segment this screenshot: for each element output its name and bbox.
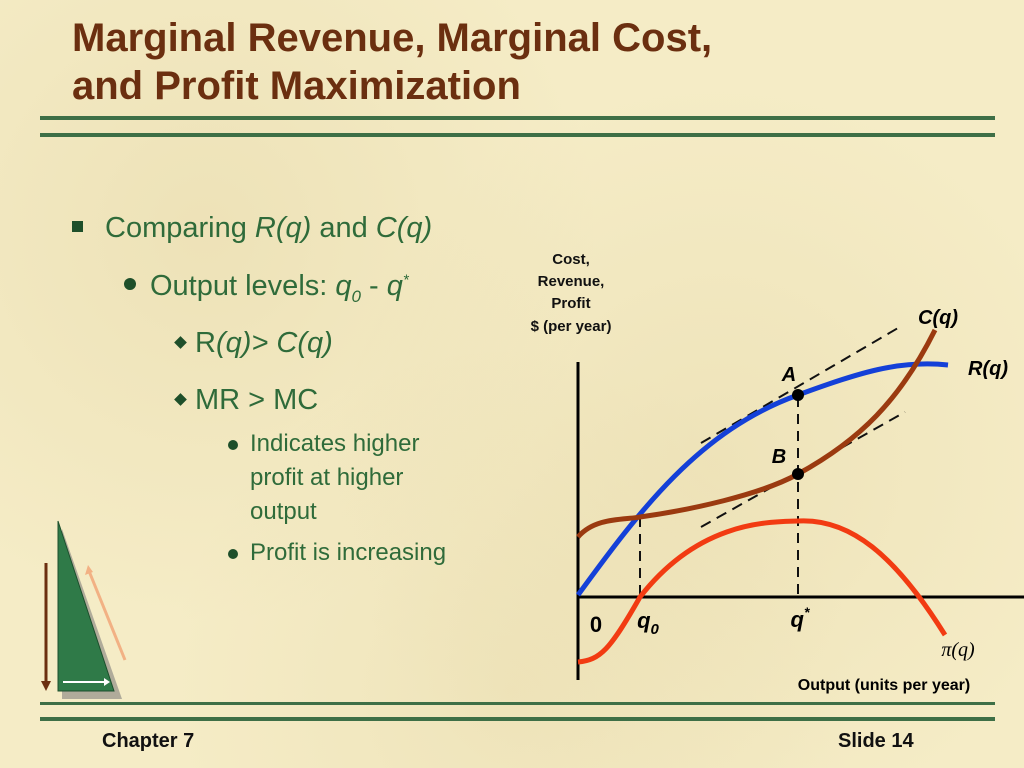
- bullet-output-levels: Output levels: q0 - q*: [124, 270, 409, 307]
- bullet-output-qstar-sup: *: [402, 271, 409, 289]
- bullet-output-q0-sub: 0: [351, 286, 361, 306]
- bullet-higher-profit-line-1: Indicates higher: [250, 430, 420, 457]
- bullet-output-prefix: Output levels:: [150, 270, 336, 302]
- bullet-comparing-cq: C(q): [375, 212, 433, 244]
- bullet-higher-profit-line-2: profit at higher: [250, 464, 404, 491]
- origin-label: 0: [590, 612, 602, 637]
- round-bullet-icon: [228, 440, 238, 450]
- footer-rule-lower: [40, 717, 995, 721]
- bullet-output-dash: -: [360, 270, 387, 302]
- q0-label: q0: [637, 608, 659, 638]
- footer-chapter: Chapter 7: [102, 730, 195, 752]
- bullet-list: Comparing R(q) and C(q) Output levels: q…: [0, 0, 520, 600]
- revenue-tangent-line: [700, 327, 899, 444]
- bullet-r-greater-c: R(q)> C(q): [174, 327, 333, 360]
- bullet-profit-increasing-text: Profit is increasing: [250, 539, 447, 566]
- bullet-mr-mc-text: MR > MC: [195, 384, 319, 416]
- slide-title: Marginal Revenue, Marginal Cost, and Pro…: [72, 14, 712, 110]
- profit-curve-label: π(q): [941, 639, 975, 661]
- y-axis-title-line-1: Cost,: [552, 251, 590, 268]
- x-axis-title: Output (units per year): [798, 677, 970, 694]
- point-a-label: A: [781, 364, 796, 386]
- round-bullet-icon: [228, 549, 238, 559]
- slide-title-line-2: and Profit Maximization: [72, 64, 521, 108]
- bullet-comparing-rq: R(q): [254, 212, 312, 244]
- bullet-profit-increasing: Profit is increasing: [228, 536, 446, 570]
- profit-curve: [577, 518, 948, 665]
- bullet-higher-profit-line-3: output: [250, 498, 317, 525]
- y-axis-title: Cost, Revenue, Profit $ (per year): [531, 251, 612, 335]
- y-axis-title-line-4: $ (per year): [531, 318, 612, 335]
- triangle-logo: [41, 520, 127, 699]
- triangle-shape: [57, 520, 115, 692]
- point-b: [792, 468, 804, 480]
- slide-title-line-1: Marginal Revenue, Marginal Cost,: [72, 16, 713, 60]
- up-arrow-icon: [87, 570, 127, 661]
- bullet-output-q0: q: [335, 270, 352, 302]
- qstar-label: q*: [791, 604, 810, 632]
- bullet-r-rest: (q)> C(q): [215, 327, 333, 359]
- point-a: [792, 389, 804, 401]
- bullet-mr-greater-mc: MR > MC: [174, 384, 319, 417]
- round-bullet-icon: [124, 278, 136, 291]
- point-b-label: B: [772, 446, 786, 468]
- title-rule-lower: [40, 133, 995, 137]
- square-bullet-icon: [72, 220, 83, 232]
- y-axis-title-line-3: Profit: [551, 295, 590, 312]
- title-rule-upper: [40, 116, 995, 120]
- bullet-comparing-prefix: Comparing: [105, 212, 255, 244]
- up-arrow-head-icon: [85, 565, 93, 575]
- revenue-curve: [575, 361, 949, 597]
- cost-curve: [576, 328, 938, 539]
- y-axis-title-line-2: Revenue,: [538, 273, 605, 290]
- bullet-higher-profit: Indicates higher profit at higher output: [228, 427, 419, 529]
- bullet-output-qstar: q: [386, 270, 403, 302]
- bullet-r-label: R: [195, 327, 216, 359]
- revenue-curve-label: R(q): [968, 358, 1008, 380]
- bullet-comparing-and: and: [311, 212, 376, 244]
- footer-slide-number: Slide 14: [838, 730, 914, 752]
- footer-rule-upper: [40, 702, 995, 705]
- right-arrow-head-icon: [104, 678, 110, 686]
- cost-curve-label: C(q): [918, 307, 958, 329]
- down-arrow-head-icon: [41, 681, 51, 691]
- bullet-comparing: Comparing R(q) and C(q): [72, 212, 432, 245]
